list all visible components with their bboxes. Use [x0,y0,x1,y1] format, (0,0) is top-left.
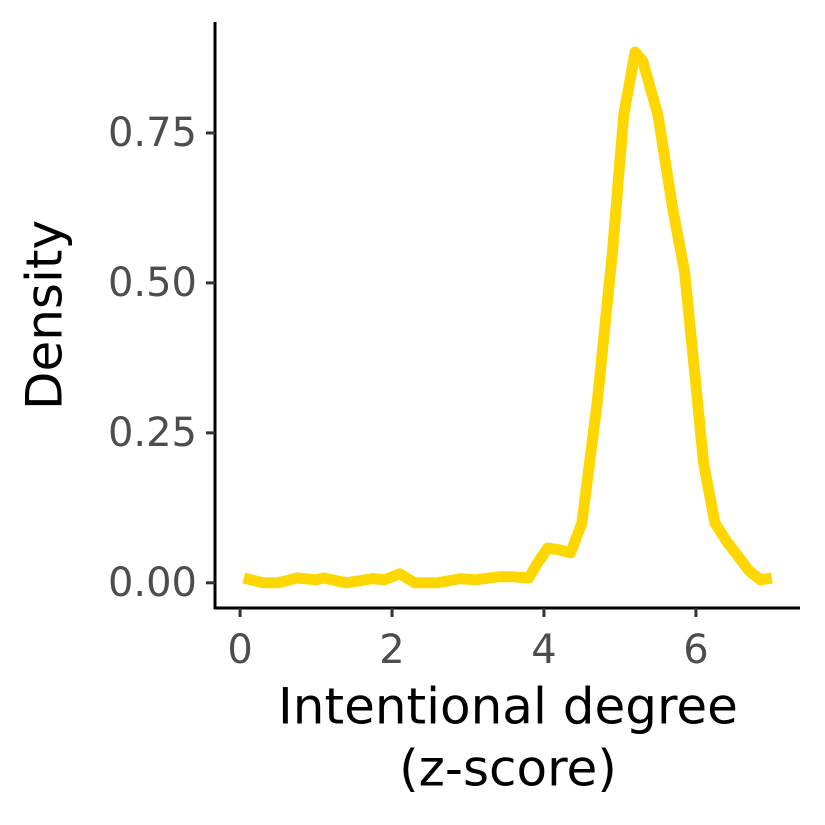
x-axis-title: Intentional degree [278,678,738,736]
y-axis-title: Density [16,220,74,410]
x-axis-title: (z-score) [399,740,617,798]
y-tick-label: 0.00 [108,560,197,606]
density-line [242,46,773,589]
y-tick-label: 0.25 [108,410,197,456]
x-tick-label: 2 [379,627,404,673]
y-tick-label: 0.75 [108,110,197,156]
x-tick-label: 6 [683,627,708,673]
x-tick-label: 4 [531,627,556,673]
x-tick-label: 0 [227,627,252,673]
y-tick-label: 0.50 [108,260,197,306]
